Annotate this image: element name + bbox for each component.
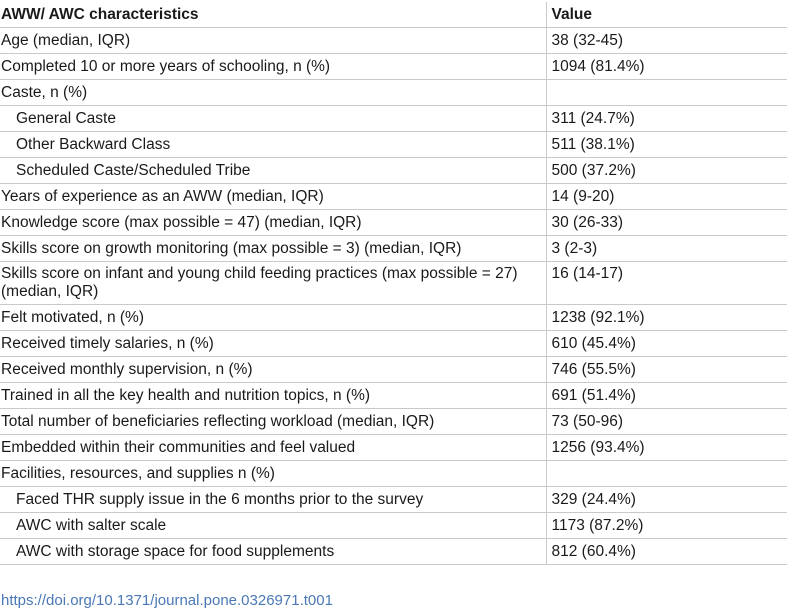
table-row: Felt motivated, n (%) 1238 (92.1%) <box>0 304 787 331</box>
row-label: Other Backward Class <box>0 131 547 158</box>
row-value <box>545 460 787 487</box>
row-label: Age (median, IQR) <box>0 27 547 54</box>
row-value: 16 (14-17) <box>545 261 787 305</box>
row-label: AWC with storage space for food suppleme… <box>0 538 547 565</box>
table-row: Completed 10 or more years of schooling,… <box>0 53 787 80</box>
row-label: Total number of beneficiaries reflecting… <box>0 408 547 435</box>
header-characteristics: AWW/ AWC characteristics <box>0 2 547 28</box>
table-row: Received monthly supervision, n (%) 746 (… <box>0 356 787 383</box>
row-label: Facilities, resources, and supplies n (%… <box>0 460 547 487</box>
row-label: Completed 10 or more years of schooling,… <box>0 53 547 80</box>
table-row: Embedded within their communities and fe… <box>0 434 787 461</box>
characteristics-table-container: AWW/ AWC characteristics Value Age (medi… <box>0 2 787 565</box>
row-value: 3 (2-3) <box>545 235 787 262</box>
table-row: General Caste 311 (24.7%) <box>0 105 787 132</box>
row-value: 1094 (81.4%) <box>545 53 787 80</box>
table-row: AWC with salter scale 1173 (87.2%) <box>0 512 787 539</box>
row-label: Faced THR supply issue in the 6 months p… <box>0 486 547 513</box>
row-value: 14 (9-20) <box>545 183 787 210</box>
characteristics-table: AWW/ AWC characteristics Value Age (medi… <box>0 2 787 565</box>
doi-link[interactable]: https://doi.org/10.1371/journal.pone.032… <box>1 592 333 609</box>
row-value: 1256 (93.4%) <box>545 434 787 461</box>
row-label: AWC with salter scale <box>0 512 547 539</box>
row-value: 1238 (92.1%) <box>545 304 787 331</box>
table-row: Received timely salaries, n (%) 610 (45.4… <box>0 330 787 357</box>
row-label: Received monthly supervision, n (%) <box>0 356 547 383</box>
table-row: Other Backward Class 511 (38.1%) <box>0 131 787 158</box>
row-label: Years of experience as an AWW (median, I… <box>0 183 547 210</box>
row-value: 610 (45.4%) <box>545 330 787 357</box>
table-row: Years of experience as an AWW (median, I… <box>0 183 787 210</box>
table-row: Total number of beneficiaries reflecting… <box>0 408 787 435</box>
row-value: 812 (60.4%) <box>545 538 787 565</box>
header-value: Value <box>545 2 787 28</box>
row-label: Scheduled Caste/Scheduled Tribe <box>0 157 547 184</box>
table-row: Knowledge score (max possible = 47) (med… <box>0 209 787 236</box>
row-value: 691 (51.4%) <box>545 382 787 409</box>
table-row: Scheduled Caste/Scheduled Tribe 500 (37.2… <box>0 157 787 184</box>
row-label: Skills score on infant and young child f… <box>0 261 547 305</box>
row-label: General Caste <box>0 105 547 132</box>
table-header-row: AWW/ AWC characteristics Value <box>0 2 787 28</box>
row-label: Caste, n (%) <box>0 79 547 106</box>
table-row: Skills score on growth monitoring (max p… <box>0 235 787 262</box>
row-value: 311 (24.7%) <box>545 105 787 132</box>
row-label: Knowledge score (max possible = 47) (med… <box>0 209 547 236</box>
row-value: 329 (24.4%) <box>545 486 787 513</box>
row-label: Received timely salaries, n (%) <box>0 330 547 357</box>
row-label: Felt motivated, n (%) <box>0 304 547 331</box>
row-value: 38 (32-45) <box>545 27 787 54</box>
row-value: 500 (37.2%) <box>545 157 787 184</box>
table-row: AWC with storage space for food suppleme… <box>0 538 787 565</box>
table-row: Facilities, resources, and supplies n (%… <box>0 460 787 487</box>
table-body: Age (median, IQR) 38 (32-45) Completed 10 … <box>0 27 787 565</box>
row-value: 73 (50-96) <box>545 408 787 435</box>
table-row: Faced THR supply issue in the 6 months p… <box>0 486 787 513</box>
row-value: 30 (26-33) <box>545 209 787 236</box>
row-value: 746 (55.5%) <box>545 356 787 383</box>
row-label: Skills score on growth monitoring (max p… <box>0 235 547 262</box>
row-label: Embedded within their communities and fe… <box>0 434 547 461</box>
row-label: Trained in all the key health and nutrit… <box>0 382 547 409</box>
row-value <box>545 79 787 106</box>
table-row: Age (median, IQR) 38 (32-45) <box>0 27 787 54</box>
row-value: 511 (38.1%) <box>545 131 787 158</box>
row-value: 1173 (87.2%) <box>545 512 787 539</box>
table-row: Caste, n (%) <box>0 79 787 106</box>
table-row: Skills score on infant and young child f… <box>0 261 787 305</box>
table-row: Trained in all the key health and nutrit… <box>0 382 787 409</box>
